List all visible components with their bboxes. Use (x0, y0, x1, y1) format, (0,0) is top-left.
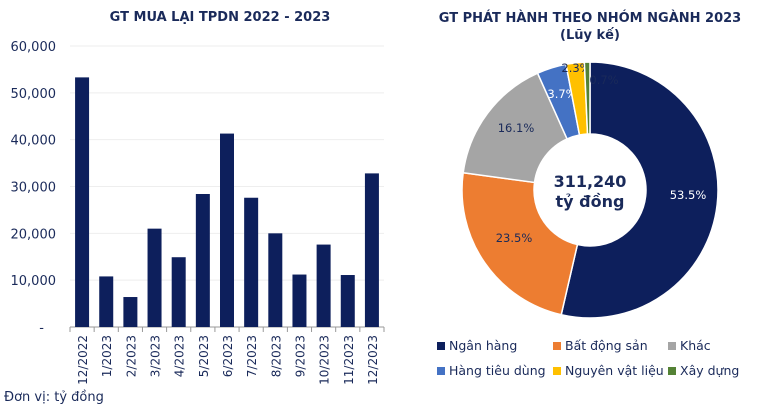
bar (123, 297, 138, 327)
bar (220, 133, 234, 327)
y-tick-label: 60,000 (11, 40, 57, 55)
pie-chart-title: GT PHÁT HÀNH THEO NHÓM NGÀNH 2023 (Lũy k… (438, 11, 742, 43)
pie-slice (583, 61, 591, 135)
x-tick-label: 12/2023 (366, 335, 380, 385)
bar (99, 276, 114, 327)
legend-label: Ngân hàng (449, 338, 518, 353)
bar (292, 274, 307, 327)
y-tick-label: 10,000 (11, 274, 57, 289)
slice-label: 3.7% (547, 87, 576, 101)
legend-label: Hàng tiêu dùng (449, 363, 546, 378)
pie-slice (560, 61, 719, 319)
unit-note: Đơn vị: tỷ đồng (4, 390, 104, 405)
legend-swatch (553, 366, 561, 375)
bar-chart-title: GT MUA LẠI TPDN 2022 - 2023 (109, 10, 331, 25)
legend-item: Nguyên vật liệu (553, 363, 664, 378)
x-tick-label: 4/2023 (173, 335, 187, 377)
legend-label: Bất động sản (565, 338, 648, 353)
y-tick-label: 30,000 (11, 181, 57, 196)
bar (268, 233, 283, 327)
slice-label: 2.3% (561, 61, 590, 75)
x-tick-label: 10/2023 (318, 335, 332, 385)
y-tick-label: 50,000 (11, 87, 57, 102)
bar (316, 244, 331, 327)
bar (364, 173, 379, 327)
legend-swatch (437, 366, 445, 375)
bar (75, 77, 90, 328)
bar (195, 193, 210, 327)
bar (340, 275, 355, 327)
y-tick-label: 40,000 (11, 134, 57, 149)
legend-swatch (437, 341, 445, 350)
x-tick-label: 3/2023 (149, 335, 163, 377)
x-tick-label: 8/2023 (269, 335, 283, 377)
y-tick-label: - (39, 321, 44, 336)
bar (171, 257, 186, 327)
x-tick-label: 7/2023 (245, 335, 259, 377)
legend-swatch (668, 366, 676, 375)
x-tick-label: 1/2023 (100, 335, 114, 377)
legend-label: Khác (680, 338, 711, 353)
pie-slice (461, 171, 579, 316)
slice-label: 16.1% (498, 121, 535, 135)
legend-swatch (553, 341, 561, 350)
legend-label: Xây dựng (680, 363, 740, 378)
x-tick-label: 2/2023 (124, 335, 138, 377)
x-tick-label: 12/2022 (76, 335, 90, 385)
x-tick-label: 9/2023 (293, 335, 307, 377)
center-unit: tỷ đồng (556, 192, 625, 211)
center-total: 311,240 (554, 172, 627, 191)
x-tick-label: 5/2023 (197, 335, 211, 377)
legend-item: Bất động sản (553, 338, 648, 353)
legend-item: Xây dựng (668, 363, 739, 378)
bar (244, 197, 259, 327)
legend-label: Nguyên vật liệu (565, 363, 664, 378)
legend-item: Ngân hàng (437, 338, 517, 353)
y-tick-label: 20,000 (11, 227, 57, 242)
slice-label: 53.5% (670, 188, 707, 202)
slice-label: 23.5% (496, 231, 533, 245)
x-tick-label: 6/2023 (221, 335, 235, 377)
slice-label: 0.7% (589, 73, 618, 87)
legend-swatch (668, 341, 676, 350)
legend-item: Hàng tiêu dùng (437, 363, 546, 378)
x-tick-label: 11/2023 (342, 335, 356, 385)
legend-item: Khác (668, 338, 711, 353)
bar (147, 228, 162, 327)
